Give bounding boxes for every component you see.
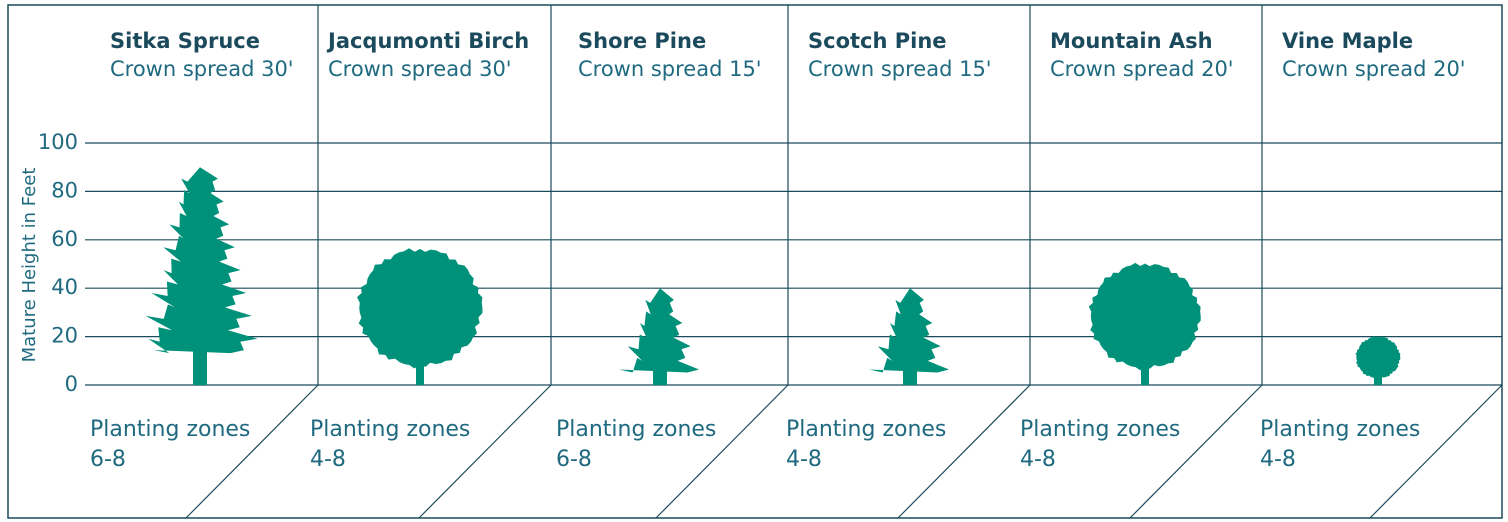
tree-name: Vine Maple (1282, 29, 1413, 53)
crown (1356, 336, 1401, 379)
crown-spread: Crown spread 30' (328, 57, 512, 81)
planting-zones: 4-8 (1020, 447, 1056, 472)
infographic: Mature Height in Feet 0 20 40 60 80 100 Sitka … (0, 0, 1508, 522)
crown (869, 288, 949, 372)
planting-zones: 6-8 (556, 447, 592, 472)
crown-spread: Crown spread 15' (808, 57, 992, 81)
tree-name: Sitka Spruce (110, 29, 260, 53)
crown (619, 288, 699, 372)
planting-label: Planting zones (90, 417, 250, 442)
y-tick-label: 0 (65, 372, 78, 396)
y-tick-label: 100 (38, 130, 78, 154)
crown-spread: Crown spread 20' (1050, 57, 1234, 81)
y-tick-label: 40 (51, 275, 78, 299)
planting-label: Planting zones (1260, 417, 1420, 442)
crown-spread: Crown spread 30' (110, 57, 294, 81)
crown (357, 248, 482, 368)
planting-zones: 4-8 (310, 447, 346, 472)
diagonal (1130, 385, 1262, 518)
diagonal (419, 385, 551, 518)
y-tick-label: 60 (51, 227, 78, 251)
planting-zones: 6-8 (90, 447, 126, 472)
tree (1356, 336, 1401, 385)
tree-name: Mountain Ash (1050, 29, 1213, 53)
y-tick-label: 80 (51, 178, 78, 202)
tree (146, 167, 258, 385)
diagonal (186, 385, 318, 518)
crown (1089, 263, 1201, 370)
diagonal (1370, 385, 1502, 518)
planting-label: Planting zones (786, 417, 946, 442)
planting-zones: 4-8 (1260, 447, 1296, 472)
tree-name: Jacqumonti Birch (326, 29, 529, 53)
crown-spread: Crown spread 15' (578, 57, 762, 81)
tree-name: Scotch Pine (808, 29, 947, 53)
tree (1089, 263, 1201, 385)
y-tick-label: 20 (51, 324, 78, 348)
diagonal (898, 385, 1030, 518)
planting-label: Planting zones (556, 417, 716, 442)
crown (146, 167, 258, 353)
planting-zones: 4-8 (786, 447, 822, 472)
planting-label: Planting zones (1020, 417, 1180, 442)
y-axis-label: Mature Height in Feet (19, 168, 40, 363)
tree (357, 248, 482, 385)
diagonal (656, 385, 788, 518)
crown-spread: Crown spread 20' (1282, 57, 1466, 81)
planting-label: Planting zones (310, 417, 470, 442)
tree-name: Shore Pine (578, 29, 706, 53)
